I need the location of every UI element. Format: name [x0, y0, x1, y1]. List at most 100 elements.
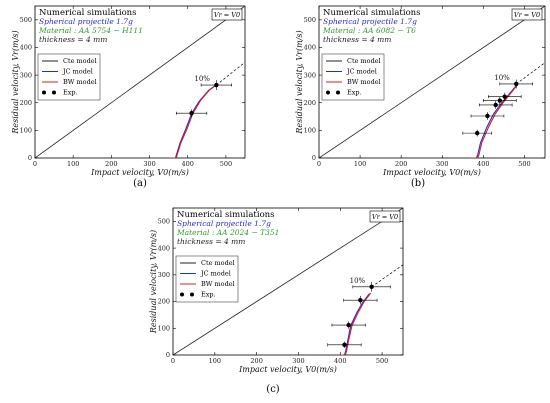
series-cte-line — [173, 208, 403, 355]
legend-box — [175, 255, 239, 303]
thickness-text: thickness = 4 mm — [323, 35, 391, 44]
y-tick-label: 200 — [158, 298, 170, 306]
series-cte-line — [35, 6, 245, 158]
corner-label-box — [511, 8, 543, 21]
legend-label: BW model — [347, 78, 381, 86]
panel-label: (c) — [266, 384, 280, 395]
y-tick-label: 400 — [158, 244, 170, 252]
legend-label: BW model — [201, 280, 235, 288]
header-title: Numerical simulations — [39, 8, 137, 18]
axes-frame — [318, 5, 546, 159]
y-tick-label: 300 — [20, 71, 32, 79]
exp-point — [493, 102, 498, 108]
y-tick-label: 500 — [304, 16, 316, 24]
y-tick-label: 100 — [20, 127, 32, 135]
trend-dashed-line — [371, 264, 403, 288]
x-tick-label: 300 — [436, 160, 448, 168]
annotation-10pct: 10% — [494, 74, 510, 82]
legend-label: Exp. — [347, 89, 362, 97]
exp-point — [475, 130, 480, 136]
y-tick-label: 200 — [20, 99, 32, 107]
axes-frame — [172, 207, 404, 356]
y-tick-label: 100 — [304, 127, 316, 135]
x-tick-label: 100 — [209, 357, 221, 365]
panel-label: (b) — [411, 178, 425, 189]
x-tick-label: 400 — [477, 160, 489, 168]
chart-panel: 0 100 200 300 400 500 0 100 200 300 400 500 Impact v… — [149, 207, 404, 395]
y-tick-label: 400 — [20, 44, 32, 52]
y-tick-label: 500 — [158, 218, 170, 226]
x-tick-label: 300 — [292, 357, 304, 365]
header-title: Numerical simulations — [323, 8, 421, 18]
y-tick-label: 0 — [166, 351, 170, 359]
trend-dashed-line — [216, 61, 245, 86]
y-tick-label: 0 — [312, 154, 316, 162]
legend-marker — [190, 292, 194, 297]
series-bw-line — [340, 292, 372, 355]
legend-marker — [336, 90, 340, 95]
annotation-10pct: 10% — [194, 75, 210, 83]
projectile-text: Spherical projectile 1.7g — [177, 219, 271, 228]
x-tick-label: 500 — [518, 160, 530, 168]
plot-area — [173, 208, 403, 355]
series-bw-line — [170, 84, 218, 158]
y-axis-label: Residual velocity, Vr(m/s) — [295, 30, 304, 134]
projectile-text: Spherical projectile 1.7g — [323, 17, 417, 26]
x-axis-label: Impact velocity, V0(m/s) — [382, 168, 481, 177]
y-tick-label: 300 — [304, 71, 316, 79]
series-bw-line — [471, 84, 518, 158]
legend-box — [321, 53, 385, 101]
y-tick-label: 0 — [28, 154, 32, 162]
series-jc-line — [169, 84, 217, 158]
axes-frame — [34, 5, 246, 159]
chart-panel: 0 100 200 300 400 500 0 100 200 300 400 500 Impact v… — [11, 5, 246, 189]
corner-label-box — [211, 8, 243, 21]
legend-marker — [52, 90, 56, 95]
y-tick-label: 300 — [158, 271, 170, 279]
exp-point — [497, 98, 502, 103]
legend-marker — [180, 292, 184, 297]
plot-area — [35, 6, 245, 158]
panel-label: (a) — [133, 178, 147, 189]
y-tick-label: 100 — [158, 324, 170, 332]
thickness-text: thickness = 4 mm — [39, 35, 107, 44]
x-tick-label: 0 — [317, 160, 321, 168]
x-tick-label: 0 — [171, 357, 175, 365]
legend-label: Cte model — [63, 57, 97, 65]
legend-marker — [326, 90, 330, 95]
trend-dashed-line — [516, 62, 545, 85]
corner-label: Vr = V0 — [372, 213, 398, 221]
x-tick-label: 500 — [220, 160, 232, 168]
x-tick-label: 500 — [376, 357, 388, 365]
corner-label: Vr = V0 — [214, 11, 240, 19]
x-axis-label: Impact velocity, V0(m/s) — [238, 365, 337, 374]
exp-point — [358, 298, 363, 303]
material-text: Material : AA 5754 − H111 — [38, 26, 143, 35]
y-axis-label: Residual velocity, Vr(m/s) — [11, 30, 20, 134]
x-tick-label: 100 — [354, 160, 366, 168]
corner-label-box — [369, 210, 401, 223]
series-cte-line — [319, 6, 545, 158]
legend-label: JC model — [200, 270, 231, 278]
x-tick-label: 0 — [33, 160, 37, 168]
y-tick-label: 200 — [304, 99, 316, 107]
x-tick-label: 100 — [67, 160, 79, 168]
legend-label: JC model — [346, 68, 377, 76]
series-jc-line — [470, 85, 517, 158]
legend-label: Cte model — [347, 57, 381, 65]
chart-panel: 0 100 200 300 400 500 0 100 200 300 400 500 Impact v… — [295, 5, 546, 189]
header-title: Numerical simulations — [177, 210, 275, 220]
plot-area — [319, 6, 545, 158]
legend-label: BW model — [63, 78, 97, 86]
x-tick-label: 200 — [395, 160, 407, 168]
y-tick-label: 400 — [304, 44, 316, 52]
x-tick-label: 300 — [143, 160, 155, 168]
thickness-text: thickness = 4 mm — [177, 237, 245, 246]
material-text: Material : AA 6082 − T6 — [322, 26, 416, 35]
x-tick-label: 400 — [334, 357, 346, 365]
x-tick-label: 200 — [105, 160, 117, 168]
exp-point — [485, 113, 490, 119]
exp-point — [189, 111, 194, 116]
corner-label: Vr = V0 — [514, 11, 540, 19]
